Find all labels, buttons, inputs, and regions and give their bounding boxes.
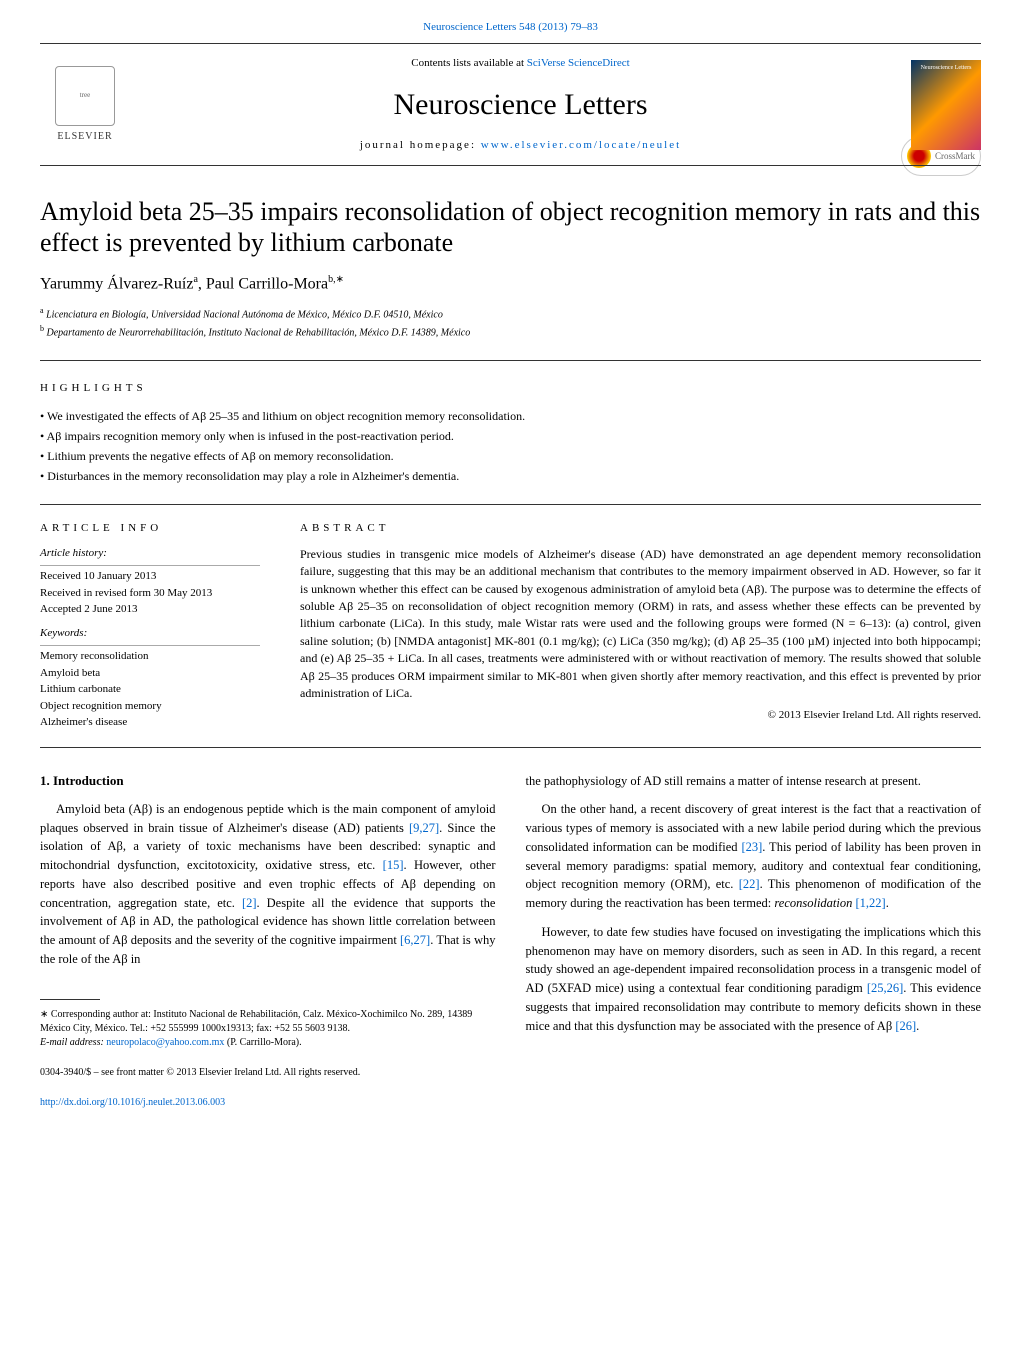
doi-link[interactable]: http://dx.doi.org/10.1016/j.neulet.2013.… [40, 1096, 496, 1110]
journal-title: Neuroscience Letters [130, 84, 911, 126]
body-columns: 1. Introduction Amyloid beta (Aβ) is an … [40, 772, 981, 1110]
article-title: Amyloid beta 25–35 impairs reconsolidati… [40, 196, 981, 258]
author-sep: , [198, 275, 206, 292]
affiliations: a Licenciatura en Biología, Universidad … [40, 305, 981, 361]
p3-term: reconsolidation [774, 896, 852, 910]
intro-p4: However, to date few studies have focuse… [526, 923, 982, 1036]
header-citation[interactable]: Neuroscience Letters 548 (2013) 79–83 [40, 20, 981, 35]
keywords-label: Keywords: [40, 626, 260, 646]
journal-banner: tree ELSEVIER Contents lists available a… [40, 43, 981, 166]
ref-link[interactable]: [6,27] [400, 933, 430, 947]
affiliation-a: a Licenciatura en Biología, Universidad … [40, 305, 981, 322]
keyword: Alzheimer's disease [40, 714, 260, 731]
affiliation-b: b Departamento de Neurorrehabilitación, … [40, 323, 981, 340]
corresponding-footnote: ∗ Corresponding author at: Instituto Nac… [40, 1008, 496, 1036]
contents-line: Contents lists available at SciVerse Sci… [130, 56, 911, 71]
info-heading: ARTICLE INFO [40, 521, 260, 536]
keyword: Object recognition memory [40, 698, 260, 715]
author-2-sup: b,∗ [328, 274, 344, 285]
homepage-line: journal homepage: www.elsevier.com/locat… [130, 138, 911, 153]
elsevier-label: ELSEVIER [57, 130, 112, 144]
cover-label: Neuroscience Letters [921, 64, 972, 72]
ref-link[interactable]: [15] [383, 858, 404, 872]
p4-text-c: . [916, 1019, 919, 1033]
ref-link[interactable]: [22] [739, 877, 760, 891]
ref-link[interactable]: [2] [242, 896, 257, 910]
banner-center: Contents lists available at SciVerse Sci… [130, 56, 911, 153]
elsevier-logo: tree ELSEVIER [40, 60, 130, 150]
highlight-item: Lithium prevents the negative effects of… [40, 448, 981, 465]
article-info: ARTICLE INFO Article history: Received 1… [40, 521, 260, 731]
keyword: Amyloid beta [40, 665, 260, 682]
author-2: Paul Carrillo-Mora [206, 275, 328, 292]
accepted-date: Accepted 2 June 2013 [40, 601, 260, 618]
abstract-label: ABSTRACT [300, 521, 981, 536]
highlight-item: Disturbances in the memory reconsolidati… [40, 468, 981, 485]
intro-heading: 1. Introduction [40, 772, 496, 790]
authors-line: Yarummy Álvarez-Ruíza, Paul Carrillo-Mor… [40, 273, 981, 296]
revised-date: Received in revised form 30 May 2013 [40, 585, 260, 602]
keyword: Memory reconsolidation [40, 648, 260, 665]
highlights-section: HIGHLIGHTS We investigated the effects o… [40, 381, 981, 505]
email-link[interactable]: neuropolaco@yahoo.com.mx [106, 1037, 224, 1048]
ref-link[interactable]: [26] [895, 1019, 916, 1033]
homepage-prefix: journal homepage: [360, 139, 481, 151]
affil-b-text: Departamento de Neurorrehabilitación, In… [44, 327, 470, 338]
ref-link[interactable]: [23] [741, 840, 762, 854]
sciencedirect-link[interactable]: SciVerse ScienceDirect [527, 57, 630, 69]
ref-link[interactable]: [25,26] [867, 981, 903, 995]
affil-a-text: Licenciatura en Biología, Universidad Na… [44, 310, 443, 321]
keyword: Lithium carbonate [40, 681, 260, 698]
corr-text: Corresponding author at: Instituto Nacio… [40, 1009, 472, 1034]
journal-cover-thumb: Neuroscience Letters [911, 60, 981, 150]
email-footnote: E-mail address: neuropolaco@yahoo.com.mx… [40, 1036, 496, 1050]
footnote-separator [40, 999, 100, 1000]
email-author: (P. Carrillo-Mora). [224, 1037, 301, 1048]
email-label: E-mail address: [40, 1037, 106, 1048]
info-abstract-row: ARTICLE INFO Article history: Received 1… [40, 521, 981, 748]
homepage-link[interactable]: www.elsevier.com/locate/neulet [481, 139, 681, 151]
ref-link[interactable]: [1,22] [856, 896, 886, 910]
intro-p2: the pathophysiology of AD still remains … [526, 772, 982, 791]
elsevier-tree-icon: tree [55, 66, 115, 126]
received-date: Received 10 January 2013 [40, 568, 260, 585]
author-1: Yarummy Álvarez-Ruíz [40, 275, 193, 292]
abstract-text: Previous studies in transgenic mice mode… [300, 546, 981, 703]
left-column: 1. Introduction Amyloid beta (Aβ) is an … [40, 772, 496, 1110]
intro-p3: On the other hand, a recent discovery of… [526, 800, 982, 913]
abstract-column: ABSTRACT Previous studies in transgenic … [300, 521, 981, 731]
intro-p1: Amyloid beta (Aβ) is an endogenous pepti… [40, 800, 496, 969]
history-label: Article history: [40, 546, 260, 566]
right-column: the pathophysiology of AD still remains … [526, 772, 982, 1110]
highlight-item: Aβ impairs recognition memory only when … [40, 428, 981, 445]
abstract-copyright: © 2013 Elsevier Ireland Ltd. All rights … [300, 708, 981, 723]
p3-text-e: . [886, 896, 889, 910]
ref-link[interactable]: [9,27] [409, 821, 439, 835]
contents-prefix: Contents lists available at [411, 57, 526, 69]
highlight-item: We investigated the effects of Aβ 25–35 … [40, 408, 981, 425]
issn-line: 0304-3940/$ – see front matter © 2013 El… [40, 1066, 496, 1080]
highlights-label: HIGHLIGHTS [40, 381, 981, 396]
highlights-list: We investigated the effects of Aβ 25–35 … [40, 408, 981, 484]
